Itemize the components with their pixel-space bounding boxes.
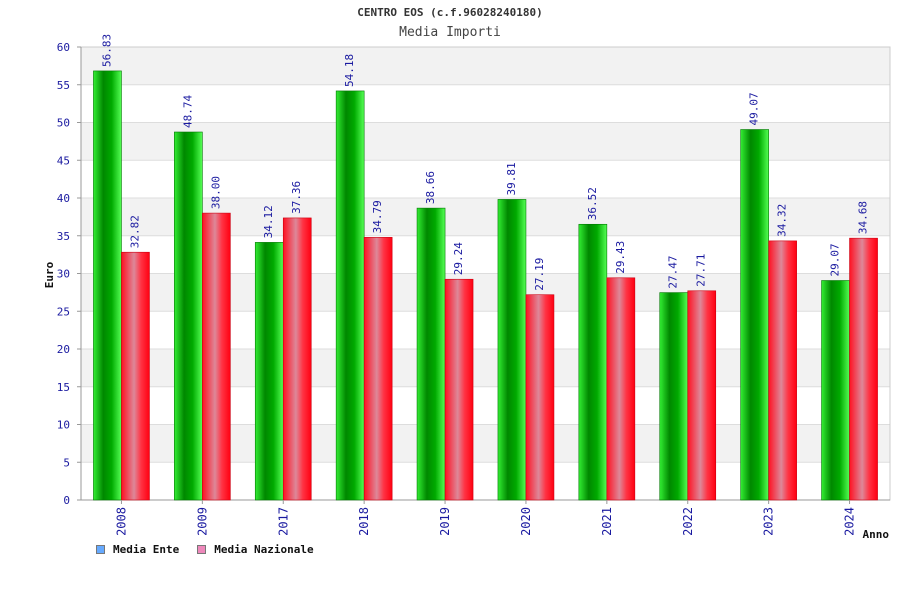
bar-media-ente [497,199,527,501]
legend-swatch-media-nazionale [197,545,207,554]
y-tick-label: 60 [57,41,70,54]
grid-band [81,47,890,85]
data-label: 56.83 [100,34,113,67]
data-label: 48.74 [181,95,194,128]
data-label: 29.43 [614,241,627,274]
x-tick-label: 2020 [519,507,533,536]
data-label: 38.66 [424,171,437,204]
bar-media-nazionale [282,217,312,501]
x-tick-label: 2009 [195,507,209,536]
bar-media-nazionale [606,277,636,501]
x-axis-title: Anno [863,528,890,541]
data-label: 27.47 [667,255,680,288]
data-label: 34.68 [857,201,870,234]
x-tick-label: 2019 [438,507,452,536]
x-tick-label: 2021 [600,507,614,536]
grid-band [81,84,890,123]
bar-media-ente [93,70,122,501]
bar-media-nazionale [525,294,555,501]
data-label: 37.36 [290,181,303,214]
bar-media-ente [335,90,365,501]
y-tick-label: 30 [57,268,70,281]
data-label: 54.18 [343,54,356,87]
y-tick-label: 0 [63,494,70,507]
x-tick-label: 2018 [357,507,371,536]
data-label: 49.07 [748,92,761,125]
legend-item-media-nazionale: Media Nazionale [197,543,314,556]
legend-swatch-media-ente [96,545,105,554]
data-label: 34.79 [371,200,384,233]
x-tick-label: 2024 [843,507,857,536]
legend: Media Ente Media Nazionale [96,543,332,556]
chart-title: CENTRO EOS (c.f.96028240180) [357,6,543,19]
y-tick-label: 50 [57,117,70,130]
bar-media-ente [174,131,203,501]
chart-subtitle: Media Importi [399,25,501,40]
y-tick-label: 10 [57,419,70,432]
data-label: 32.82 [128,215,141,248]
x-tick-label: 2017 [276,507,290,536]
bar-media-nazionale [363,237,393,501]
legend-label-media-ente: Media Ente [113,543,180,556]
y-tick-label: 20 [57,343,70,356]
y-tick-label: 35 [57,230,70,243]
x-tick-label: 2022 [681,507,695,536]
y-tick-label: 45 [57,154,70,167]
bar-media-ente [659,292,689,501]
bar-media-ente [740,129,769,501]
legend-item-media-ente: Media Ente [96,543,179,556]
data-label: 29.24 [452,242,465,275]
data-label: 27.19 [533,258,546,291]
y-axis-title: Euro [43,261,56,288]
bar-media-nazionale [202,212,231,501]
bar-media-nazionale [849,237,878,501]
data-label: 36.52 [586,187,599,220]
y-tick-label: 55 [57,79,70,92]
y-tick-label: 5 [63,456,70,469]
data-label: 34.12 [262,205,275,238]
data-label: 27.71 [695,254,708,287]
y-tick-label: 40 [57,192,70,205]
legend-label-media-nazionale: Media Nazionale [214,543,314,556]
bar-media-nazionale [121,251,150,501]
data-label: 29.07 [829,243,842,276]
data-label: 34.32 [776,204,789,237]
bar-media-nazionale [768,240,797,501]
bar-media-nazionale [444,278,474,501]
bar-media-ente [578,223,608,501]
y-tick-label: 15 [57,381,70,394]
bar-media-ente [416,207,446,501]
bar-media-ente [254,242,284,501]
bar-media-nazionale [687,290,717,501]
x-tick-label: 2008 [114,507,128,536]
data-label: 38.00 [209,176,222,209]
x-tick-label: 2023 [762,507,776,536]
y-tick-label: 25 [57,305,70,318]
bar-media-ente [821,280,850,501]
data-label: 39.81 [505,162,518,195]
